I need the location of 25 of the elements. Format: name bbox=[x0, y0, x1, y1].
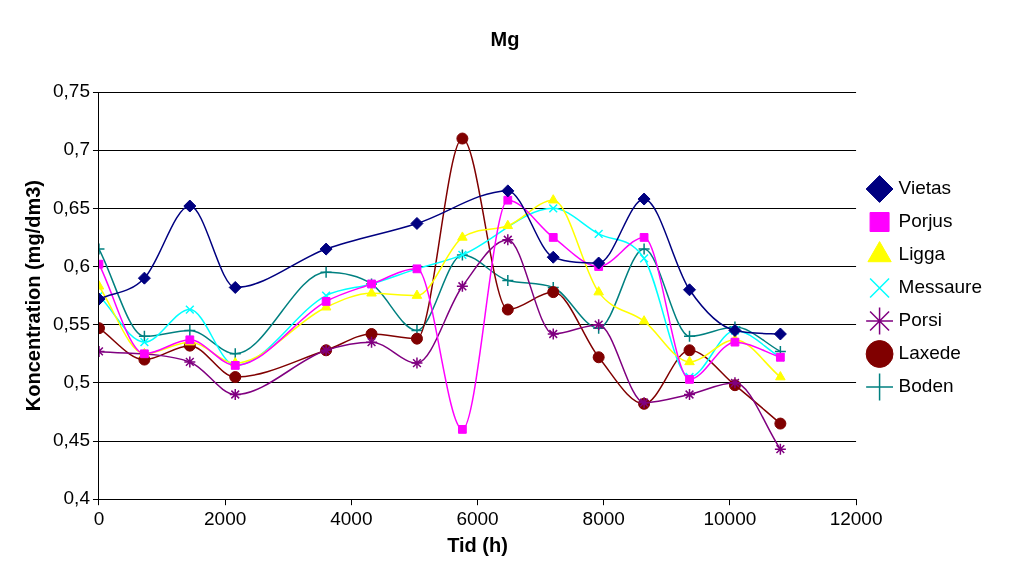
x-tick-label: 0 bbox=[93, 507, 105, 529]
legend-label: Messaure bbox=[898, 276, 982, 298]
x-tick-label: 2000 bbox=[204, 507, 247, 529]
legend-label: Vietas bbox=[898, 177, 952, 199]
x-tick-label: 8000 bbox=[582, 507, 625, 529]
y-tick-label: 0,6 bbox=[63, 254, 90, 276]
x-tick-label: 12000 bbox=[829, 507, 883, 529]
y-tick-label: 0,5 bbox=[63, 371, 90, 393]
y-axis-title: Koncentration (mg/dm3) bbox=[21, 180, 44, 412]
chart-title: Mg bbox=[490, 27, 520, 50]
x-axis-title: Tid (h) bbox=[447, 533, 508, 556]
y-tick-label: 0,7 bbox=[63, 138, 90, 160]
y-tick-label: 0,55 bbox=[53, 312, 90, 334]
x-tick-label: 4000 bbox=[330, 507, 373, 529]
legend-label: Porsi bbox=[898, 309, 942, 331]
legend-label: Laxede bbox=[898, 342, 961, 364]
legend-label: Ligga bbox=[898, 243, 946, 265]
y-tick-label: 0,75 bbox=[53, 80, 90, 102]
x-tick-label: 6000 bbox=[456, 507, 499, 529]
y-tick-label: 0,45 bbox=[53, 429, 90, 451]
y-tick-label: 0,65 bbox=[53, 196, 90, 218]
legend-label: Boden bbox=[898, 375, 954, 397]
legend-label: Porjus bbox=[898, 210, 953, 232]
y-tick-label: 0,4 bbox=[63, 487, 91, 509]
x-tick-label: 10000 bbox=[703, 507, 757, 529]
